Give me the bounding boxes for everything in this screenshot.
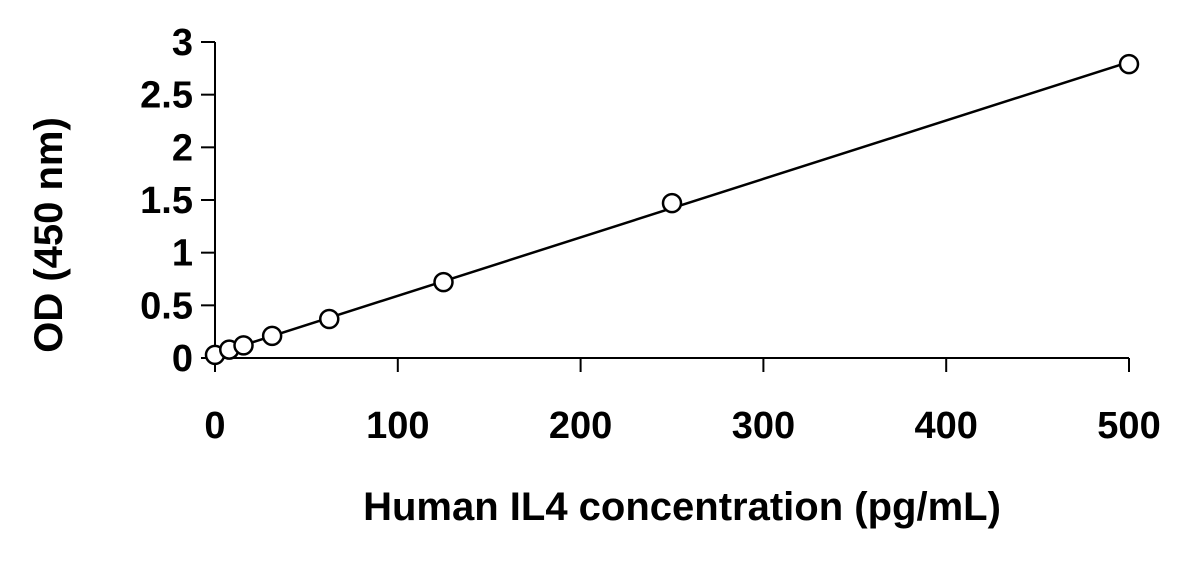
data-point	[233, 335, 254, 356]
x-tick-label: 300	[732, 405, 795, 447]
y-tick-label: 0.5	[140, 285, 193, 327]
y-tick-label: 1	[172, 233, 193, 275]
y-tick-label: 2	[172, 127, 193, 169]
x-tick-label: 0	[204, 405, 225, 447]
y-tick-label: 3	[172, 22, 193, 64]
x-axis: 0 100 200 300 400 500	[204, 357, 1161, 447]
x-axis-title: Human IL4 concentration (pg/mL)	[363, 485, 1001, 529]
x-tick-label: 500	[1097, 405, 1160, 447]
data-point	[319, 308, 340, 330]
data-point	[1118, 53, 1140, 75]
y-axis-title: OD (450 nm)	[27, 117, 71, 353]
data-point	[433, 271, 454, 293]
y-tick-label: 2.5	[140, 75, 193, 117]
data-points	[204, 53, 1140, 366]
y-axis: 0 0.5 1 1.5 2 2.5 3	[140, 22, 216, 380]
x-tick-label: 400	[914, 405, 977, 447]
y-tick-label: 1.5	[140, 180, 193, 222]
data-point	[261, 325, 283, 347]
data-point	[661, 192, 683, 214]
y-tick-label: 0	[172, 338, 193, 380]
x-tick-label: 200	[549, 405, 612, 447]
x-tick-label: 100	[366, 405, 429, 447]
